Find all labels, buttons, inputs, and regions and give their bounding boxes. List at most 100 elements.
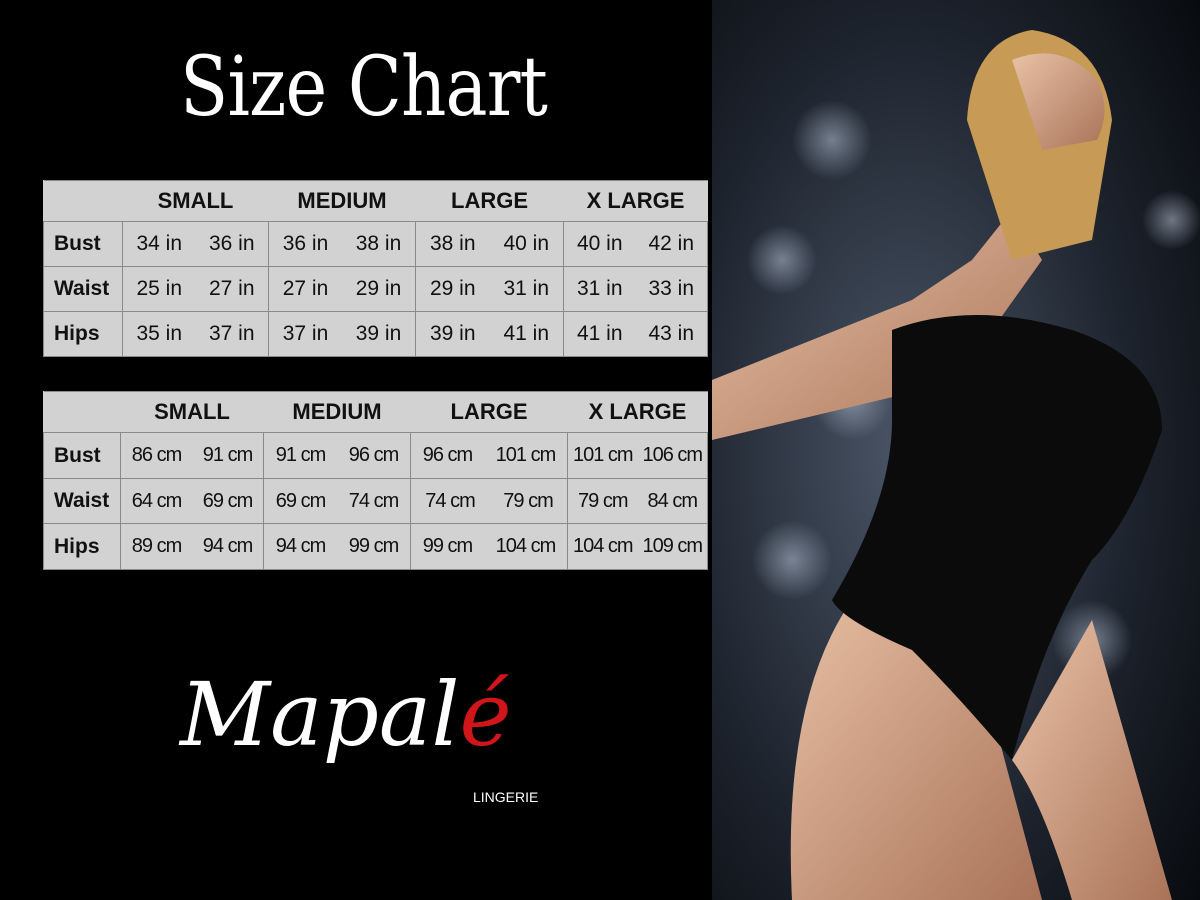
- row-label: Hips: [43, 311, 123, 357]
- size-range-cell: 79 cm 84 cm: [567, 477, 708, 525]
- max-value: 69 cm: [202, 489, 253, 512]
- max-value: 40 in: [503, 232, 550, 255]
- max-value: 91 cm: [202, 444, 253, 467]
- size-range-cell: 29 in 31 in: [415, 266, 564, 312]
- size-table-cm: SMALL MEDIUM LARGE X LARGE Bust 86 cm 91 cm 91…: [43, 390, 708, 570]
- max-value: 37 in: [208, 322, 255, 345]
- column-header: X LARGE: [563, 180, 708, 222]
- max-value: 99 cm: [348, 535, 399, 558]
- size-range-cell: 31 in 33 in: [563, 266, 708, 312]
- corner-cell: [43, 180, 123, 222]
- column-header: MEDIUM: [263, 390, 411, 434]
- size-range-cell: 37 in 39 in: [268, 311, 416, 357]
- min-value: 36 in: [282, 232, 329, 255]
- corner-cell: [43, 390, 121, 434]
- size-range-cell: 99 cm 104 cm: [410, 523, 568, 570]
- row-label: Bust: [43, 221, 123, 267]
- size-range-cell: 91 cm 96 cm: [263, 432, 411, 479]
- size-range-cell: 74 cm 79 cm: [410, 477, 568, 525]
- min-value: 74 cm: [425, 489, 475, 512]
- min-value: 96 cm: [422, 444, 473, 467]
- min-value: 91 cm: [275, 444, 326, 467]
- size-range-cell: 39 in 41 in: [415, 311, 564, 357]
- size-range-cell: 69 cm 74 cm: [263, 477, 411, 525]
- min-value: 104 cm: [572, 535, 634, 558]
- max-value: 41 in: [503, 322, 550, 345]
- max-value: 33 in: [648, 277, 695, 300]
- min-value: 38 in: [429, 232, 476, 255]
- column-header: SMALL: [122, 180, 269, 222]
- max-value: 38 in: [355, 232, 402, 255]
- size-range-cell: 64 cm 69 cm: [120, 477, 264, 525]
- svg-text:Mapalé: Mapalé: [178, 665, 512, 766]
- table-row: Hips 89 cm 94 cm 94 cm 99 cm 99 cm 104 cm 104 c…: [43, 523, 708, 570]
- size-range-cell: 41 in 43 in: [563, 311, 708, 357]
- column-header: LARGE: [415, 180, 564, 222]
- row-label: Bust: [43, 432, 121, 479]
- min-value: 64 cm: [131, 489, 182, 512]
- max-value: 106 cm: [642, 444, 703, 467]
- size-range-cell: 96 cm 101 cm: [410, 432, 568, 479]
- size-range-cell: 36 in 38 in: [268, 221, 416, 267]
- min-value: 101 cm: [572, 444, 634, 467]
- size-range-cell: 40 in 42 in: [563, 221, 708, 267]
- max-value: 109 cm: [642, 535, 703, 558]
- min-value: 37 in: [282, 322, 329, 345]
- size-table-inches: SMALL MEDIUM LARGE X LARGE Bust 34 in 36 in 36…: [43, 180, 708, 357]
- size-range-cell: 104 cm 109 cm: [567, 523, 708, 570]
- table-row: Bust 86 cm 91 cm 91 cm 96 cm 96 cm 101 cm 101 c…: [43, 432, 708, 479]
- min-value: 79 cm: [578, 489, 628, 512]
- min-value: 40 in: [576, 232, 623, 255]
- column-header: SMALL: [120, 390, 264, 434]
- max-value: 101 cm: [495, 444, 557, 467]
- size-range-cell: 86 cm 91 cm: [120, 432, 264, 479]
- min-value: 41 in: [576, 322, 623, 345]
- max-value: 74 cm: [348, 489, 399, 512]
- min-value: 29 in: [429, 277, 476, 300]
- table-header-row: SMALL MEDIUM LARGE X LARGE: [43, 180, 708, 222]
- size-range-cell: 94 cm 99 cm: [263, 523, 411, 570]
- max-value: 39 in: [355, 322, 402, 345]
- column-header: LARGE: [410, 390, 568, 434]
- table-header-row: SMALL MEDIUM LARGE X LARGE: [43, 390, 708, 434]
- size-range-cell: 101 cm 106 cm: [567, 432, 708, 479]
- row-label: Waist: [43, 266, 123, 312]
- min-value: 39 in: [429, 322, 476, 345]
- size-range-cell: 25 in 27 in: [122, 266, 269, 312]
- min-value: 25 in: [136, 277, 183, 300]
- table-row: Hips 35 in 37 in 37 in 39 in 39 in 41 in 41 in 4…: [43, 311, 708, 357]
- table-row: Waist 64 cm 69 cm 69 cm 74 cm 74 cm 79 cm 79 cm…: [43, 477, 708, 525]
- column-header: X LARGE: [567, 390, 708, 434]
- size-range-cell: 27 in 29 in: [268, 266, 416, 312]
- max-value: 36 in: [208, 232, 255, 255]
- min-value: 99 cm: [422, 535, 473, 558]
- min-value: 27 in: [282, 277, 329, 300]
- max-value: 42 in: [648, 232, 695, 255]
- max-value: 27 in: [208, 277, 255, 300]
- size-range-cell: 38 in 40 in: [415, 221, 564, 267]
- row-label: Waist: [43, 477, 121, 525]
- max-value: 96 cm: [348, 444, 399, 467]
- max-value: 31 in: [503, 277, 550, 300]
- max-value: 43 in: [648, 322, 695, 345]
- brand-logo: Mapalé: [178, 665, 512, 766]
- max-value: 94 cm: [202, 535, 253, 558]
- row-label: Hips: [43, 523, 121, 570]
- min-value: 89 cm: [131, 535, 182, 558]
- max-value: 84 cm: [647, 489, 698, 512]
- column-header: MEDIUM: [268, 180, 416, 222]
- logo-tagline: LINGERIE: [473, 789, 539, 805]
- min-value: 94 cm: [275, 535, 326, 558]
- size-range-cell: 34 in 36 in: [122, 221, 269, 267]
- max-value: 29 in: [355, 277, 402, 300]
- page-title: Size Chart: [180, 40, 548, 135]
- table-row: Waist 25 in 27 in 27 in 29 in 29 in 31 in 31 in…: [43, 266, 708, 312]
- max-value: 104 cm: [495, 535, 557, 558]
- min-value: 69 cm: [275, 489, 326, 512]
- min-value: 31 in: [576, 277, 623, 300]
- max-value: 79 cm: [503, 489, 553, 512]
- min-value: 35 in: [136, 322, 183, 345]
- model-photo: [712, 0, 1200, 900]
- size-range-cell: 35 in 37 in: [122, 311, 269, 357]
- size-range-cell: 89 cm 94 cm: [120, 523, 264, 570]
